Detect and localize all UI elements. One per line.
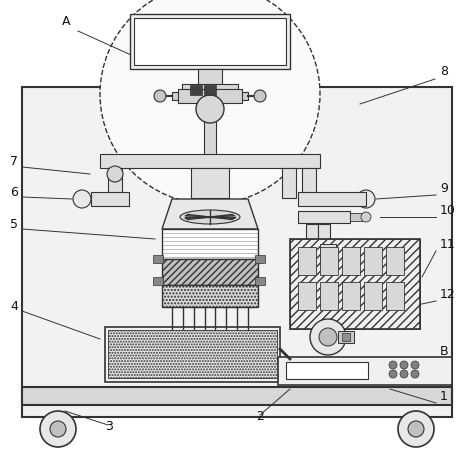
Bar <box>302 168 316 199</box>
Bar <box>278 357 452 385</box>
Bar <box>162 259 258 285</box>
Text: 3: 3 <box>105 419 113 432</box>
Bar <box>306 224 318 245</box>
Text: 9: 9 <box>440 182 448 195</box>
Circle shape <box>254 91 266 103</box>
Bar <box>298 193 366 207</box>
Circle shape <box>73 190 91 208</box>
Bar <box>298 212 350 224</box>
Bar <box>364 282 382 310</box>
Circle shape <box>411 370 419 378</box>
Bar <box>100 155 320 168</box>
Bar <box>290 240 420 329</box>
Circle shape <box>50 421 66 437</box>
Circle shape <box>196 96 224 124</box>
Text: 1: 1 <box>440 389 448 402</box>
Text: 7: 7 <box>10 155 18 168</box>
Bar <box>105 327 280 382</box>
Bar <box>255 277 265 285</box>
Text: 10: 10 <box>440 203 456 217</box>
Bar <box>191 168 229 199</box>
Circle shape <box>389 361 397 369</box>
Bar <box>198 70 222 88</box>
Bar <box>342 247 360 275</box>
Circle shape <box>319 328 337 346</box>
Bar <box>350 213 362 222</box>
Text: 5: 5 <box>10 218 18 230</box>
Bar <box>298 282 316 310</box>
Bar <box>318 224 330 245</box>
Circle shape <box>389 370 397 378</box>
Circle shape <box>408 421 424 437</box>
Bar <box>290 240 420 329</box>
Bar <box>230 93 248 101</box>
Bar <box>286 362 368 379</box>
Circle shape <box>107 167 123 183</box>
Circle shape <box>361 213 371 223</box>
Bar <box>108 330 277 378</box>
Bar <box>320 245 336 264</box>
Bar <box>91 193 129 207</box>
Circle shape <box>400 361 408 369</box>
Circle shape <box>400 370 408 378</box>
Bar <box>320 247 338 275</box>
Bar <box>130 15 290 70</box>
Text: A: A <box>62 15 71 28</box>
Bar <box>162 285 258 308</box>
Bar <box>320 282 338 310</box>
Bar <box>182 85 238 93</box>
Bar <box>342 333 350 341</box>
Bar <box>204 122 216 157</box>
Bar <box>22 88 452 417</box>
Bar <box>153 277 163 285</box>
Bar <box>134 19 286 66</box>
Bar <box>204 86 216 96</box>
Bar <box>342 282 360 310</box>
Bar <box>190 86 202 96</box>
Text: 6: 6 <box>10 185 18 199</box>
Bar <box>162 230 258 259</box>
Text: 11: 11 <box>440 237 456 251</box>
Bar <box>338 331 354 343</box>
Text: 4: 4 <box>10 299 18 312</box>
Bar <box>298 247 316 275</box>
Circle shape <box>357 190 375 208</box>
Text: 2: 2 <box>256 409 264 422</box>
Circle shape <box>40 411 76 447</box>
Circle shape <box>154 91 166 103</box>
Text: 8: 8 <box>440 65 448 78</box>
Bar <box>255 256 265 263</box>
Bar <box>178 90 242 104</box>
Text: B: B <box>440 344 448 357</box>
Bar <box>172 93 190 101</box>
Ellipse shape <box>180 211 240 224</box>
Circle shape <box>310 319 346 355</box>
Bar <box>153 256 163 263</box>
Bar <box>364 247 382 275</box>
Circle shape <box>411 361 419 369</box>
Bar <box>386 282 404 310</box>
Bar <box>22 387 452 405</box>
Bar <box>386 247 404 275</box>
Polygon shape <box>162 200 258 230</box>
Bar <box>282 168 296 199</box>
Circle shape <box>100 0 320 205</box>
Bar <box>108 168 122 199</box>
Circle shape <box>398 411 434 447</box>
Text: 12: 12 <box>440 287 456 300</box>
